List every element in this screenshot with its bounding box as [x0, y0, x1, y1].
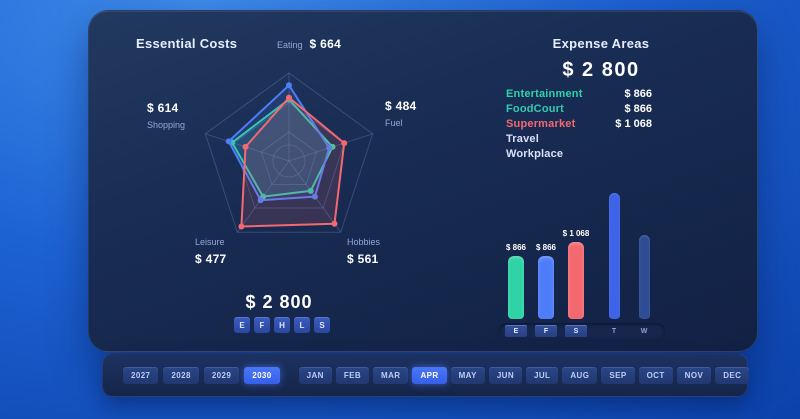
legend-value: $ 866: [624, 103, 652, 115]
radar-filter-h[interactable]: H: [274, 317, 290, 333]
bar-value-label: $ 866: [535, 243, 557, 252]
bar-T[interactable]: [599, 189, 629, 319]
month-jul[interactable]: JUL: [526, 366, 559, 384]
legend-item-entertainment[interactable]: Entertainment $ 866: [506, 88, 652, 100]
legend-label: Supermarket: [506, 118, 576, 130]
bar-rect: [638, 235, 650, 319]
legend-value: $ 866: [624, 88, 652, 100]
month-oct[interactable]: OCT: [638, 366, 673, 384]
axis-name-eating: Eating: [277, 40, 303, 50]
dashboard-panel: Essential Costs Eating $ 664 $ 484 Fuel …: [88, 10, 758, 352]
bar-rect: [508, 256, 524, 319]
bar-F[interactable]: $ 866: [531, 243, 561, 319]
legend-item-supermarket[interactable]: Supermarket $ 1 068: [506, 118, 652, 130]
right-section-title: Expense Areas: [552, 36, 650, 51]
month-dec[interactable]: DEC: [715, 366, 750, 384]
month-sep[interactable]: SEP: [601, 366, 635, 384]
left-total: $ 2 800: [245, 292, 313, 312]
radar-filter-e[interactable]: E: [234, 317, 250, 333]
bar-S[interactable]: $ 1 068: [561, 229, 591, 319]
legend-value: $ 1 068: [615, 118, 652, 130]
bar-axis-f[interactable]: F: [535, 325, 557, 337]
legend-item-travel[interactable]: Travel: [506, 133, 652, 145]
radar-label-hobbies: Hobbies $ 561: [347, 237, 380, 266]
right-total: $ 2 800: [562, 59, 640, 81]
bar-axis-e[interactable]: E: [505, 325, 527, 337]
legend: Entertainment $ 866 FoodCourt $ 866 Supermar…: [506, 88, 652, 160]
axis-value-hobbies: $ 561: [347, 252, 379, 266]
radar-chart: [204, 72, 374, 233]
axis-name-shopping: Shopping: [147, 120, 186, 130]
bar-axis-w[interactable]: W: [640, 327, 648, 335]
year-2028[interactable]: 2028: [163, 366, 199, 384]
bar-axis-t[interactable]: T: [611, 327, 617, 335]
month-jan[interactable]: JAN: [298, 366, 332, 384]
radar-label-leisure: Leisure $ 477: [195, 237, 227, 266]
radar-label-fuel: $ 484 Fuel: [385, 99, 417, 128]
left-section-title: Essential Costs: [136, 36, 238, 51]
month-feb[interactable]: FEB: [335, 366, 370, 384]
radar-filter-f[interactable]: F: [254, 317, 270, 333]
bar-value-label: $ 866: [505, 243, 527, 252]
year-2027[interactable]: 2027: [123, 366, 159, 384]
month-nov[interactable]: NOV: [676, 366, 712, 384]
legend-item-foodcourt[interactable]: FoodCourt $ 866: [506, 103, 652, 115]
timeline-toolbar: 2027 2028 2029 2030 JAN FEB MAR APR MAY JUN JUL AU…: [102, 353, 750, 397]
axis-name-fuel: Fuel: [385, 118, 403, 128]
legend-label: FoodCourt: [506, 103, 565, 115]
legend-item-workplace[interactable]: Workplace: [506, 148, 652, 160]
axis-name-hobbies: Hobbies: [347, 237, 381, 247]
year-buttons: 2027 2028 2029 2030: [123, 366, 280, 384]
axis-value-leisure: $ 477: [195, 252, 227, 266]
bar-value-label: $ 1 068: [562, 229, 590, 238]
year-2030[interactable]: 2030: [244, 366, 280, 384]
month-jun[interactable]: JUN: [488, 366, 523, 384]
right-section-head: Expense Areas $ 2 800: [501, 36, 701, 82]
bar-rect: [568, 242, 584, 319]
year-2029[interactable]: 2029: [203, 366, 240, 384]
bar-E[interactable]: $ 866: [501, 243, 531, 319]
radar-label-eating: Eating $ 664: [277, 37, 341, 51]
axis-value-eating: $ 664: [309, 37, 342, 51]
month-may[interactable]: MAY: [450, 366, 485, 384]
legend-label: Travel: [506, 133, 540, 145]
axis-value-shopping: $ 614: [147, 101, 179, 115]
bar-W[interactable]: [629, 231, 659, 319]
month-aug[interactable]: AUG: [562, 366, 598, 384]
radar-label-shopping: $ 614 Shopping: [147, 101, 185, 130]
axis-value-fuel: $ 484: [385, 99, 417, 113]
month-buttons: JAN FEB MAR APR MAY JUN JUL AUG SEP OCT NOV DEC: [298, 366, 750, 384]
bar-rect: [538, 256, 554, 319]
bar-axis-s[interactable]: S: [565, 325, 587, 337]
radar-filter-l[interactable]: L: [294, 317, 310, 333]
legend-label: Workplace: [506, 148, 564, 160]
month-mar[interactable]: MAR: [373, 366, 409, 384]
bar-rect: [608, 193, 620, 319]
bar-chart: $ 866 $ 866 $ 1 068: [501, 169, 659, 319]
radar-filter-s[interactable]: S: [314, 317, 330, 333]
month-apr[interactable]: APR: [412, 366, 447, 384]
legend-label: Entertainment: [506, 88, 583, 100]
axis-name-leisure: Leisure: [195, 237, 225, 247]
